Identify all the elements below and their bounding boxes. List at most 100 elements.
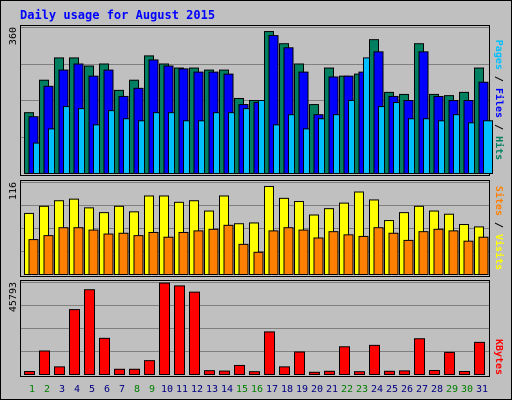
side-label-kbytes: KBytes (493, 339, 504, 375)
bar-sites-day-28 (433, 228, 444, 276)
x-tick-label: 13 (206, 384, 218, 395)
bar-kbytes-day-3 (54, 366, 65, 375)
x-tick-label: 3 (59, 384, 65, 395)
bar-sites-day-30 (463, 240, 474, 275)
panel-top-ymax-label: 360 (8, 27, 19, 45)
bar-sites-day-18 (283, 227, 294, 275)
x-tick-label: 10 (161, 384, 173, 395)
x-axis-labels: 1 2 3 4 5 6 7 8 9 10 11 12 13 14 15 16 17 18 19 20 21 22 23 24 2… (29, 384, 488, 395)
x-tick-label: 24 (371, 384, 383, 395)
bar-sites-day-14 (223, 224, 234, 276)
bar-sites-day-6 (103, 233, 114, 276)
bar-kbytes-day-4 (69, 309, 80, 375)
bar-sites-day-3 (58, 227, 69, 275)
bar-kbytes-day-12 (189, 291, 200, 375)
bar-kbytes-day-13 (204, 370, 215, 376)
bar-kbytes-day-10 (159, 282, 170, 376)
x-tick-label: 30 (461, 384, 473, 395)
x-tick-label: 14 (221, 384, 233, 395)
x-tick-label: 31 (476, 384, 488, 395)
bar-kbytes-day-11 (174, 285, 185, 375)
bar-sites-day-23 (358, 235, 369, 275)
panel-bottom-ymax-label: 45793 (8, 282, 19, 312)
side-label-files: Files (493, 88, 505, 118)
side-label-sep-1: / (493, 70, 504, 88)
x-tick-label: 29 (446, 384, 458, 395)
bar-kbytes-day-23 (354, 371, 365, 376)
side-label-sep-3: / (493, 216, 504, 234)
bar-kbytes-day-22 (339, 346, 350, 375)
x-tick-label: 7 (119, 384, 125, 395)
bar-kbytes-day-7 (114, 368, 125, 375)
x-tick-label: 12 (191, 384, 203, 395)
side-label-sites: Sites (493, 186, 505, 216)
bar-sites-day-1 (28, 239, 39, 276)
panel-top-side-label: Pages / Files / Hits (493, 40, 505, 160)
bar-kbytes-day-25 (384, 370, 395, 375)
bar-kbytes-day-20 (309, 371, 320, 376)
x-tick-label: 11 (176, 384, 188, 395)
bar-kbytes-day-31 (474, 341, 485, 375)
x-tick-label: 19 (296, 384, 308, 395)
x-tick-label: 27 (416, 384, 428, 395)
bar-pages-day-31 (483, 120, 493, 174)
panel-middle-side-label: Sites / Visits (493, 186, 505, 270)
bar-sites-day-21 (328, 231, 339, 275)
bar-kbytes-day-18 (279, 366, 290, 375)
x-tick-label: 9 (149, 384, 155, 395)
panel-top: 360 Pages / Files / Hits (8, 25, 505, 176)
bar-kbytes-day-1 (24, 370, 35, 376)
bar-kbytes-day-2 (39, 350, 50, 376)
x-tick-label: 23 (356, 384, 368, 395)
bar-kbytes-day-8 (129, 368, 140, 375)
x-tick-label: 18 (281, 384, 293, 395)
bar-sites-day-5 (88, 229, 99, 276)
x-tick-label: 22 (341, 384, 353, 395)
x-tick-label: 8 (134, 384, 140, 395)
bar-sites-day-27 (418, 231, 429, 275)
x-tick-label: 5 (89, 384, 95, 395)
x-tick-label: 1 (29, 384, 35, 395)
bar-kbytes-day-28 (429, 369, 440, 376)
bar-sites-day-11 (178, 231, 189, 275)
bar-sites-day-2 (43, 235, 54, 275)
bar-kbytes-day-29 (444, 351, 455, 375)
side-label-pages: Pages (493, 40, 504, 70)
x-tick-label: 6 (104, 384, 110, 395)
x-tick-label: 20 (311, 384, 323, 395)
x-tick-label: 15 (236, 384, 248, 395)
panel-middle-ymax-label: 116 (8, 182, 19, 200)
bar-kbytes-day-24 (369, 344, 380, 375)
bar-kbytes-day-5 (84, 289, 95, 375)
panel-bottom: 45793 KBytes (8, 280, 504, 377)
x-tick-label: 16 (251, 384, 263, 395)
bar-kbytes-day-15 (234, 364, 245, 376)
x-tick-label: 21 (326, 384, 338, 395)
bar-sites-day-16 (253, 251, 264, 276)
bar-kbytes-day-16 (249, 371, 260, 376)
bar-sites-day-17 (268, 230, 279, 275)
bar-sites-day-7 (118, 232, 129, 275)
bar-sites-day-15 (238, 243, 249, 276)
bar-kbytes-day-9 (144, 360, 155, 376)
bar-kbytes-day-21 (324, 370, 335, 375)
bar-kbytes-day-17 (264, 331, 275, 375)
bar-sites-day-4 (73, 227, 84, 275)
bar-sites-day-24 (373, 227, 384, 275)
bar-sites-day-12 (193, 230, 204, 275)
bar-sites-day-8 (133, 235, 144, 275)
side-label-visits: Visits (493, 234, 505, 270)
x-tick-label: 26 (401, 384, 413, 395)
bar-kbytes-day-26 (399, 370, 410, 376)
bar-kbytes-day-30 (459, 370, 470, 376)
bar-sites-day-13 (208, 228, 219, 276)
bar-sites-day-10 (163, 236, 174, 275)
bar-kbytes-day-19 (294, 351, 305, 376)
bar-sites-day-22 (343, 234, 354, 276)
bar-kbytes-day-6 (99, 337, 110, 376)
bar-sites-day-26 (403, 239, 414, 275)
x-tick-label: 17 (266, 384, 278, 395)
bar-sites-day-9 (148, 231, 159, 275)
side-label-hits: Hits (493, 136, 505, 160)
